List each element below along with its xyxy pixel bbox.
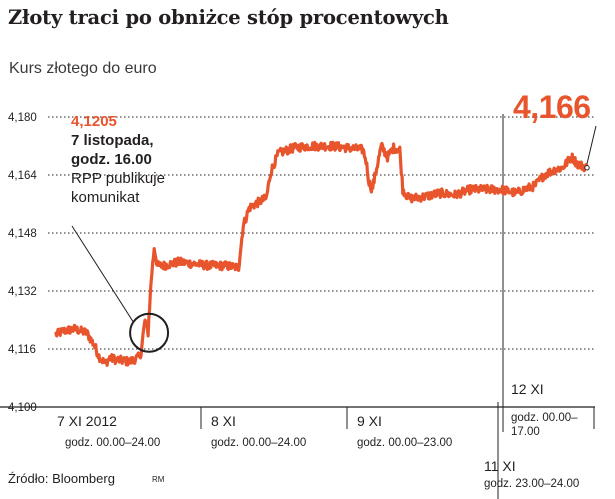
source-note: Źródło: Bloomberg — [8, 471, 115, 486]
annotation-text-line-2: komunikat — [71, 189, 140, 206]
credit-initials: RM — [152, 475, 165, 484]
last-value-leader-line — [586, 125, 597, 164]
series-line — [54, 140, 589, 367]
chart-title: Złoty traci po obniżce stóp procentowych — [8, 6, 449, 29]
y-tick-label: 4,116 — [8, 344, 36, 356]
annotation-callout: 4,1205 7 listopada, godz. 16.00 RPP publ… — [71, 112, 165, 207]
period-hours-11xi: godz. 23.00–24.00 — [484, 478, 580, 490]
y-tick-label: 4,148 — [8, 228, 37, 240]
period-hours-7xi: godz. 00.00–24.00 — [65, 437, 161, 449]
period-label-12xi: 12 XI — [511, 381, 544, 397]
annotation-value: 4,1205 — [71, 113, 117, 130]
annotation-leader-line — [71, 225, 134, 322]
annotation-circle — [129, 312, 170, 353]
period-hours-12xi: godz. 00.00–17.00 — [511, 412, 578, 438]
period-hours-9xi: godz. 00.00–23.00 — [357, 437, 453, 449]
annotation-time: godz. 16.00 — [71, 151, 152, 168]
period-label-7xi: 7 XI 2012 — [57, 413, 117, 429]
y-tick-label: 4,164 — [8, 170, 37, 182]
period-hours-8xi: godz. 00.00–24.00 — [211, 437, 307, 449]
period-label-8xi: 8 XI — [211, 413, 236, 429]
y-tick-label: 4,180 — [8, 112, 37, 124]
annotation-date: 7 listopada, — [71, 132, 154, 149]
y-tick-label: 4,132 — [8, 286, 37, 298]
last-value-label: 4,166 — [513, 89, 591, 125]
annotation-text-line-1: RPP publikuje — [71, 170, 165, 187]
last-value-point — [584, 165, 590, 171]
chart-subtitle: Kurs złotego do euro — [9, 60, 157, 77]
period-label-11xi: 11 XI — [484, 458, 516, 474]
y-tick-label: 4,100 — [8, 402, 37, 414]
period-label-9xi: 9 XI — [357, 413, 382, 429]
